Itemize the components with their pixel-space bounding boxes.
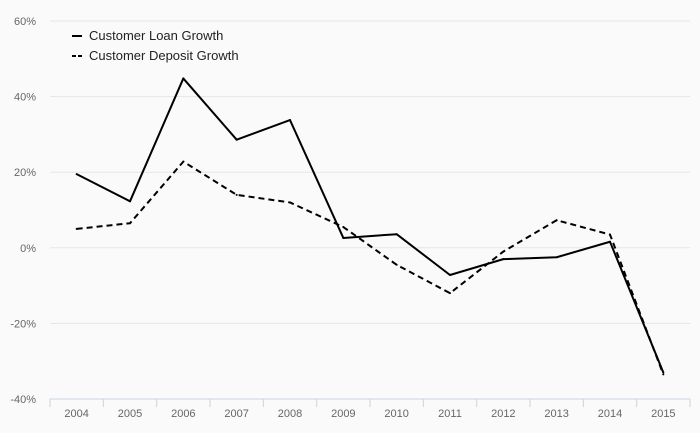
series-lines [75, 77, 665, 376]
data-point [235, 193, 238, 196]
data-point [342, 236, 345, 239]
data-point [129, 222, 131, 225]
data-point [129, 200, 131, 203]
data-point [662, 371, 665, 374]
data-point [289, 201, 291, 204]
data-point [395, 263, 398, 266]
x-tick-label: 2008 [278, 408, 302, 420]
data-point [555, 219, 558, 222]
x-axis [49, 398, 691, 407]
y-tick-label: 60% [14, 16, 36, 28]
data-point [609, 233, 611, 236]
data-point [555, 256, 558, 259]
y-tick-label: 40% [14, 92, 36, 104]
x-tick-label: 2015 [651, 408, 675, 420]
data-point [289, 119, 291, 122]
data-point [449, 292, 451, 295]
legend: Customer Loan Growth Customer Deposit Gro… [72, 28, 239, 63]
x-tick-label: 2012 [491, 408, 515, 420]
data-point [502, 258, 505, 261]
y-tick-label: 0% [20, 243, 36, 255]
data-point [395, 233, 398, 236]
data-point [342, 226, 345, 229]
gridlines [50, 20, 690, 324]
data-point [75, 227, 78, 230]
data-point [182, 160, 185, 163]
data-point [502, 250, 505, 253]
x-tick-label: 2013 [544, 408, 568, 420]
x-tick-label: 2004 [64, 408, 88, 420]
x-axis-tick-labels: 2004 2005 2006 2007 2008 2009 2010 2011 2012 2013… [64, 408, 675, 420]
x-tick-label: 2010 [384, 408, 408, 420]
data-point [449, 274, 451, 277]
data-point [182, 77, 185, 80]
series-line [76, 77, 665, 373]
y-tick-label: -20% [10, 318, 36, 330]
data-point [235, 138, 238, 141]
y-tick-label: 20% [14, 167, 36, 179]
series-customer-deposit-growth [75, 160, 665, 376]
x-tick-label: 2005 [118, 408, 142, 420]
y-axis-tick-labels: -40% -20% 0% 20% 40% 60% [10, 16, 36, 406]
data-point [662, 373, 665, 376]
x-tick-label: 2014 [598, 408, 622, 420]
data-point [75, 173, 78, 176]
legend-label: Customer Deposit Growth [89, 48, 239, 63]
legend-label: Customer Loan Growth [89, 28, 223, 43]
x-tick-label: 2006 [171, 408, 195, 420]
x-tick-label: 2009 [331, 408, 355, 420]
data-point [609, 240, 611, 243]
x-tick-label: 2011 [438, 408, 462, 420]
series-customer-loan-growth [75, 77, 665, 374]
y-tick-label: -40% [10, 394, 36, 406]
series-line [76, 160, 665, 375]
x-tick-label: 2007 [224, 408, 248, 420]
